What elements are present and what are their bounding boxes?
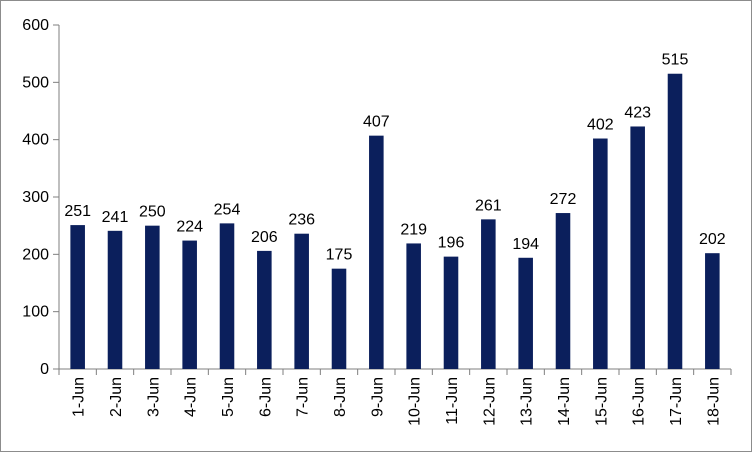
bar bbox=[294, 233, 309, 369]
bar bbox=[182, 240, 197, 369]
bar bbox=[369, 135, 384, 369]
x-tick-label: 2-Jun bbox=[108, 377, 125, 417]
data-label: 241 bbox=[102, 209, 129, 226]
bars bbox=[70, 73, 720, 369]
x-tick-label: 4-Jun bbox=[183, 377, 200, 417]
bar bbox=[145, 225, 160, 369]
x-tick-label: 9-Jun bbox=[369, 377, 386, 417]
bar bbox=[630, 126, 645, 369]
x-tick-label: 11-Jun bbox=[444, 377, 461, 425]
x-tick-label: 16-Jun bbox=[631, 377, 648, 426]
bar bbox=[70, 225, 85, 369]
data-label: 515 bbox=[662, 52, 689, 69]
data-label: 206 bbox=[251, 229, 278, 246]
bar bbox=[443, 256, 459, 369]
bar bbox=[219, 223, 235, 369]
y-tick-label: 100 bbox=[22, 304, 49, 321]
bar bbox=[518, 257, 533, 369]
bar bbox=[107, 230, 123, 369]
bar bbox=[481, 219, 496, 369]
x-tick-label: 3-Jun bbox=[145, 377, 162, 417]
y-tick-label: 400 bbox=[22, 132, 49, 149]
x-axis: 1-Jun 2-Jun 3-Jun 4-Jun 5-Jun 6-Jun 7-Jun 8-Jun… bbox=[58, 368, 732, 426]
data-label: 251 bbox=[64, 203, 91, 220]
data-label: 236 bbox=[288, 212, 315, 229]
x-tick-label: 5-Jun bbox=[220, 377, 237, 417]
y-tick-label: 500 bbox=[22, 74, 49, 91]
bar bbox=[667, 73, 683, 369]
data-labels: 251 241 250 224 254 206 236 175 407 219 196 261 194 2… bbox=[64, 52, 725, 264]
bar bbox=[406, 243, 421, 369]
y-tick-label: 300 bbox=[22, 189, 49, 206]
x-tick-label: 10-Jun bbox=[407, 377, 424, 426]
data-label: 261 bbox=[475, 197, 502, 214]
y-axis: 0 100 200 300 400 500 600 bbox=[22, 17, 60, 378]
data-label: 202 bbox=[699, 231, 726, 248]
data-label: 196 bbox=[438, 235, 465, 252]
x-tick-label: 13-Jun bbox=[519, 377, 536, 426]
data-label: 272 bbox=[550, 191, 577, 208]
y-tick-label: 0 bbox=[40, 361, 49, 378]
data-label: 407 bbox=[363, 114, 390, 131]
data-label: 194 bbox=[512, 236, 539, 253]
x-tick-label: 7-Jun bbox=[295, 377, 312, 417]
data-label: 219 bbox=[400, 221, 427, 238]
data-label: 423 bbox=[624, 104, 651, 121]
data-label: 402 bbox=[587, 117, 614, 134]
x-tick-label: 14-Jun bbox=[556, 377, 573, 426]
x-tick-label: 8-Jun bbox=[332, 377, 349, 417]
data-label: 224 bbox=[176, 219, 203, 236]
bar bbox=[331, 268, 347, 369]
x-tick-label: 12-Jun bbox=[481, 377, 498, 426]
x-tick-label: 17-Jun bbox=[668, 377, 685, 426]
x-tick-label: 6-Jun bbox=[257, 377, 274, 417]
bar bbox=[593, 138, 608, 369]
x-tick-label: 15-Jun bbox=[593, 377, 610, 426]
x-tick-label: 18-Jun bbox=[705, 377, 722, 426]
y-tick-label: 200 bbox=[22, 246, 49, 263]
x-tick-label: 1-Jun bbox=[71, 377, 88, 417]
bar bbox=[555, 213, 571, 369]
data-label: 175 bbox=[326, 247, 353, 264]
y-tick-label: 600 bbox=[22, 17, 49, 34]
data-label: 250 bbox=[139, 204, 166, 221]
bar bbox=[257, 250, 272, 369]
data-label: 254 bbox=[214, 201, 241, 218]
bar bbox=[705, 253, 720, 369]
